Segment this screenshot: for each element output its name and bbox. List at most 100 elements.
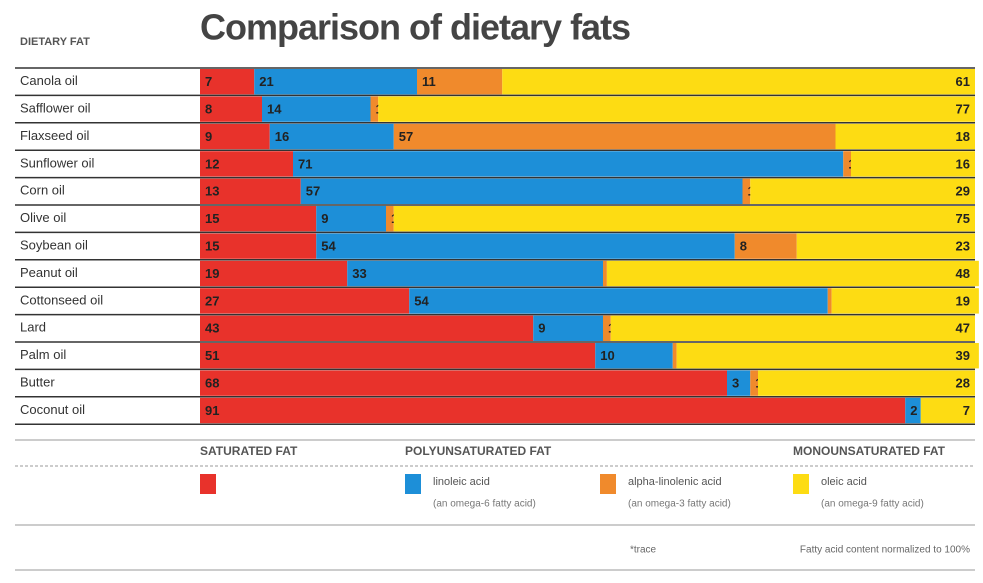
- bar-segment: [393, 123, 836, 150]
- bar-segment: [920, 397, 975, 424]
- category-label: Corn oil: [20, 183, 65, 198]
- data-label: 48: [956, 266, 970, 281]
- bar-segment: [851, 151, 975, 177]
- bar-segment: [293, 151, 844, 177]
- legend-swatch: [793, 474, 809, 494]
- data-label: 7: [963, 403, 970, 418]
- bar-segment: [734, 233, 797, 259]
- data-label: 28: [956, 376, 970, 391]
- category-label: Lard: [20, 320, 46, 335]
- data-label: 75: [956, 211, 970, 226]
- legend-note: (an omega-9 fatty acid): [821, 499, 924, 510]
- data-label: 2: [910, 403, 917, 418]
- footnote: Fatty acid content normalized to 100%: [800, 545, 970, 556]
- bar-segment: [269, 123, 394, 150]
- bar-segment: [595, 343, 673, 369]
- bar-segment: [386, 206, 394, 232]
- data-label: 8: [740, 239, 747, 254]
- bar-segment: [200, 260, 348, 287]
- bar-segment: [827, 288, 832, 314]
- category-label: Cottonseed oil: [20, 292, 103, 307]
- bar-segment: [262, 96, 371, 122]
- bar-segment: [606, 260, 979, 287]
- data-label: 15: [205, 239, 219, 254]
- data-label: 33: [352, 266, 366, 281]
- legend-header: POLYUNSATURATED FAT: [405, 444, 552, 458]
- category-label: Olive oil: [20, 210, 66, 225]
- data-label: 54: [414, 293, 429, 308]
- data-label: 3: [732, 376, 739, 391]
- footnote: *trace: [630, 545, 657, 556]
- bar-segment: [200, 206, 317, 232]
- bar-segment: [610, 315, 975, 341]
- bar-segment: [370, 96, 379, 122]
- bar-segment: [200, 370, 727, 396]
- bar-segment: [603, 315, 611, 341]
- bar-segment: [727, 370, 751, 396]
- category-label: Flaxseed oil: [20, 128, 89, 143]
- data-label: 77: [956, 102, 970, 117]
- data-label: 15: [205, 211, 219, 226]
- bar-segment: [316, 233, 735, 259]
- data-label: 10: [600, 348, 614, 363]
- data-label: 8: [205, 102, 212, 117]
- data-label: 23: [956, 239, 970, 254]
- bar-segment: [831, 288, 979, 314]
- bar-segment: [200, 288, 410, 314]
- bar-segment: [254, 69, 417, 95]
- data-label: 16: [275, 129, 289, 144]
- data-label: 57: [306, 184, 320, 199]
- bar-segment: [347, 260, 603, 287]
- data-label: 51: [205, 348, 219, 363]
- legend-header: MONOUNSATURATED FAT: [793, 444, 946, 458]
- bar-segment: [200, 233, 317, 259]
- legend-note: (an omega-3 fatty acid): [628, 499, 731, 510]
- bar-segment: [750, 178, 975, 204]
- data-label: 68: [205, 376, 219, 391]
- bar-segment: [409, 288, 828, 314]
- data-label: 27: [205, 293, 219, 308]
- bar-segment: [300, 178, 743, 204]
- bar-segment: [742, 178, 751, 204]
- bar-segment: [316, 206, 386, 232]
- data-label: 21: [259, 74, 273, 89]
- bar-segment: [200, 315, 534, 341]
- category-label: Safflower oil: [20, 101, 91, 116]
- bar-segment: [200, 343, 596, 369]
- bar-segment: [200, 69, 255, 95]
- data-label: 9: [321, 211, 328, 226]
- chart-title: Comparison of dietary fats: [200, 7, 630, 48]
- data-label: 19: [205, 266, 219, 281]
- data-label: 61: [956, 74, 970, 89]
- data-label: 12: [205, 156, 219, 171]
- data-label: 9: [205, 129, 212, 144]
- data-label: 54: [321, 239, 336, 254]
- data-label: 14: [267, 102, 282, 117]
- category-label: Butter: [20, 375, 55, 390]
- data-label: 11: [422, 74, 436, 89]
- bar-segment: [378, 96, 975, 122]
- bar-segment: [843, 151, 851, 177]
- legend-swatch: [600, 474, 616, 494]
- bar-segment: [200, 151, 293, 177]
- data-label: 47: [956, 321, 970, 336]
- data-label: 18: [956, 129, 970, 144]
- category-label: Sunflower oil: [20, 155, 95, 170]
- data-label: 91: [205, 403, 219, 418]
- bar-segment: [533, 315, 603, 341]
- bar-segment: [417, 69, 503, 95]
- category-label: Coconut oil: [20, 402, 85, 417]
- bar-segment: [502, 69, 975, 95]
- legend-label: linoleic acid: [433, 476, 490, 488]
- bar-segment: [676, 343, 979, 369]
- bar-segment: [200, 397, 906, 424]
- data-label: 39: [956, 348, 970, 363]
- data-label: 43: [205, 321, 219, 336]
- legend-label: oleic acid: [821, 476, 867, 488]
- data-label: 7: [205, 74, 212, 89]
- data-label: 29: [956, 184, 970, 199]
- data-label: 19: [956, 293, 970, 308]
- legend-note: (an omega-6 fatty acid): [433, 499, 536, 510]
- data-label: 71: [298, 156, 312, 171]
